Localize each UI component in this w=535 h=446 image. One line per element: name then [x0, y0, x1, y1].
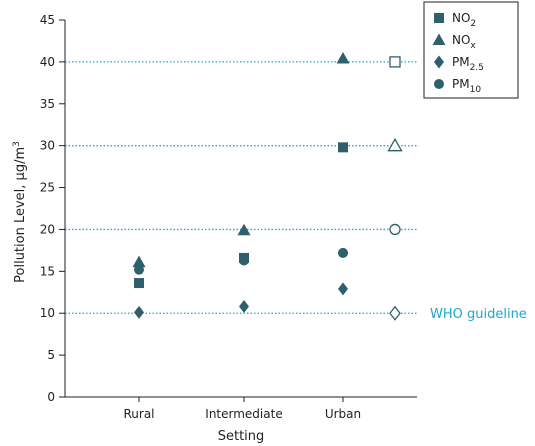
- data-point-square: [134, 278, 144, 289]
- data-point-triangle: [336, 52, 350, 64]
- y-axis-title: Pollution Level, μg/m3: [12, 141, 28, 283]
- y-tick-label: 30: [40, 139, 55, 153]
- y-tick-label: 35: [40, 97, 55, 111]
- y-tick-label: 10: [40, 306, 55, 320]
- y-tick-label: 25: [40, 181, 55, 195]
- y-tick-label: 0: [47, 390, 55, 404]
- guideline-point-circle: [389, 223, 401, 236]
- y-tick-label: 40: [40, 55, 55, 69]
- data-point-circle: [134, 264, 144, 275]
- legend-label: NOx: [452, 33, 476, 51]
- data-point-circle: [338, 247, 348, 258]
- legend-label: PM2.5: [452, 55, 484, 73]
- x-tick-label: Rural: [123, 407, 154, 421]
- legend-marker-circle: [434, 79, 444, 89]
- who-guideline-label: WHO guideline: [430, 307, 527, 322]
- data-point-diamond: [239, 300, 249, 314]
- x-tick-label: Urban: [325, 407, 361, 421]
- data-markers: [132, 52, 350, 319]
- data-point-square: [338, 142, 348, 153]
- who-guidelines: [65, 61, 417, 314]
- guideline-markers: [387, 56, 403, 321]
- y-tick-label: 20: [40, 222, 55, 236]
- axes: [64, 20, 417, 398]
- legend-marker-square: [434, 13, 444, 23]
- data-point-circle: [239, 255, 249, 266]
- legend-label: PM10: [452, 77, 481, 95]
- y-tick-label: 45: [40, 13, 55, 27]
- legend: NO2 NOx PM2.5 PM10: [423, 1, 519, 99]
- legend-marker-diamond: [434, 55, 444, 69]
- guideline-point-diamond: [389, 305, 401, 321]
- x-tick-label: Intermediate: [205, 407, 282, 421]
- guideline-point-square: [389, 56, 401, 68]
- guideline-point-triangle: [387, 137, 403, 152]
- data-point-diamond: [134, 305, 144, 319]
- y-tick-label: 15: [40, 264, 55, 278]
- legend-label: NO2: [452, 11, 476, 29]
- data-point-triangle: [132, 255, 146, 268]
- data-point-diamond: [338, 282, 348, 296]
- x-ticks: Rural Intermediate Urban: [123, 397, 361, 421]
- y-axis-title-sup: 3: [12, 141, 22, 147]
- y-ticks: 0 5 10 15 20 25 30 35 40 45: [40, 13, 65, 404]
- legend-marker-triangle: [432, 33, 446, 45]
- y-tick-label: 5: [47, 348, 55, 362]
- data-point-triangle: [237, 223, 251, 236]
- y-axis-title-text: Pollution Level, μg/m: [13, 147, 28, 283]
- x-axis-title: Setting: [218, 429, 265, 444]
